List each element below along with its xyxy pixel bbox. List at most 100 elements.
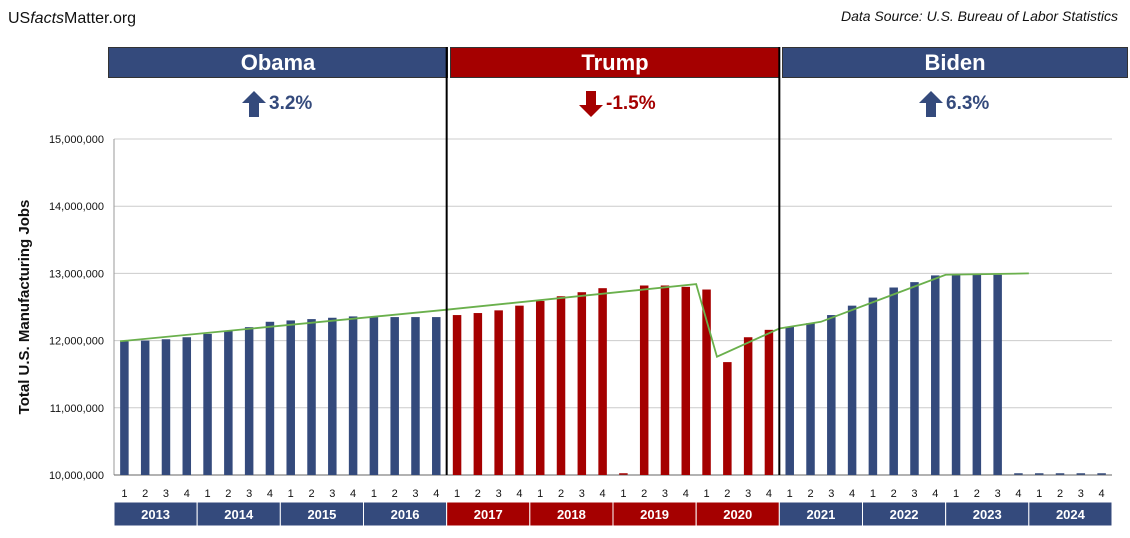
- bar: [182, 337, 192, 475]
- bar: [868, 297, 878, 475]
- bar: [328, 317, 337, 475]
- bar: [515, 305, 524, 475]
- bar: [785, 326, 794, 475]
- era-header-biden: Biden: [782, 47, 1128, 78]
- quarter-label: 3: [828, 488, 834, 500]
- quarter-label: 3: [496, 488, 502, 500]
- quarter-label: 1: [371, 488, 377, 500]
- era-change-value: -1.5%: [606, 93, 656, 114]
- year-box: [695, 501, 780, 527]
- year-label: 2015: [307, 507, 336, 522]
- year-box: [945, 501, 1030, 527]
- year-label: 2021: [806, 507, 835, 522]
- quarter-label: 4: [1015, 488, 1021, 500]
- bar: [827, 315, 836, 475]
- quarter-label: 1: [704, 488, 710, 500]
- year-label: 2013: [141, 507, 170, 522]
- bar: [411, 317, 420, 475]
- bar: [972, 274, 982, 475]
- year-label: 2024: [1056, 507, 1086, 522]
- bar: [931, 275, 940, 475]
- quarter-label: 3: [579, 488, 585, 500]
- bar: [702, 289, 711, 475]
- quarter-label: 4: [267, 488, 273, 500]
- bar: [535, 300, 545, 475]
- bar: [244, 327, 254, 475]
- quarter-label: 1: [121, 488, 127, 500]
- bar: [140, 340, 150, 475]
- bar: [806, 323, 815, 475]
- year-box: [363, 501, 448, 527]
- y-tick-label: 13,000,000: [49, 268, 104, 280]
- quarter-label: 4: [184, 488, 190, 500]
- bar: [556, 296, 566, 475]
- brand-logo: USfactsMatter.org: [8, 10, 136, 28]
- year-label: 2018: [557, 507, 586, 522]
- year-label: 2017: [474, 507, 503, 522]
- bar: [120, 341, 129, 475]
- quarter-label: 2: [974, 488, 980, 500]
- year-label: 2016: [391, 507, 420, 522]
- bar: [265, 321, 275, 475]
- quarter-label: 4: [350, 488, 356, 500]
- quarter-label: 2: [142, 488, 148, 500]
- arrow-up-icon: [242, 91, 266, 117]
- era-change-trump: -1.5%: [579, 91, 656, 117]
- year-box: [446, 501, 531, 527]
- bar: [452, 315, 462, 475]
- bar: [369, 317, 379, 475]
- bar: [847, 305, 857, 475]
- quarter-label: 1: [953, 488, 959, 500]
- y-tick-label: 15,000,000: [49, 134, 104, 146]
- quarter-label: 4: [683, 488, 689, 500]
- bar: [286, 320, 295, 475]
- quarter-label: 1: [454, 488, 460, 500]
- y-axis-label: Total U.S. Manufacturing Jobs: [16, 200, 33, 415]
- bar: [348, 316, 358, 475]
- era-header-obama: Obama: [108, 47, 448, 78]
- quarter-label: 3: [163, 488, 169, 500]
- y-tick-label: 14,000,000: [49, 201, 104, 213]
- quarter-label: 3: [329, 488, 335, 500]
- trend-line: [119, 272, 1029, 358]
- quarter-label: 3: [412, 488, 418, 500]
- quarter-label: 4: [1099, 488, 1105, 500]
- year-box: [862, 501, 947, 527]
- bar: [681, 286, 691, 475]
- y-tick-label: 11,000,000: [50, 403, 104, 415]
- quarter-label: 3: [1078, 488, 1084, 500]
- year-label: 2022: [890, 507, 919, 522]
- quarter-label: 3: [662, 488, 668, 500]
- quarter-label: 4: [766, 488, 772, 500]
- brand-suffix: Matter.org: [64, 10, 137, 27]
- quarter-label: 3: [911, 488, 917, 500]
- era-header-trump: Trump: [450, 47, 780, 78]
- arrow-down-icon: [579, 91, 603, 117]
- quarter-label: 4: [600, 488, 606, 500]
- quarter-label: 2: [308, 488, 314, 500]
- bar: [577, 292, 587, 475]
- quarter-label: 2: [891, 488, 897, 500]
- year-label: 2014: [224, 507, 254, 522]
- bar: [161, 339, 171, 475]
- year-box: [113, 501, 198, 527]
- y-tick-label: 10,000,000: [49, 470, 104, 482]
- era-change-value: 3.2%: [269, 93, 313, 114]
- quarter-label: 3: [246, 488, 252, 500]
- bar: [390, 317, 399, 475]
- arrow-up-icon: [919, 91, 943, 117]
- quarter-label: 1: [537, 488, 543, 500]
- year-box: [529, 501, 614, 527]
- year-box: [196, 501, 281, 527]
- quarter-label: 1: [1036, 488, 1042, 500]
- year-label: 2019: [640, 507, 669, 522]
- quarter-label: 1: [870, 488, 876, 500]
- brand-italic: facts: [30, 10, 65, 27]
- bar: [764, 329, 774, 475]
- quarter-label: 2: [641, 488, 647, 500]
- bar: [494, 310, 503, 475]
- quarter-label: 2: [807, 488, 813, 500]
- quarter-label: 4: [516, 488, 522, 500]
